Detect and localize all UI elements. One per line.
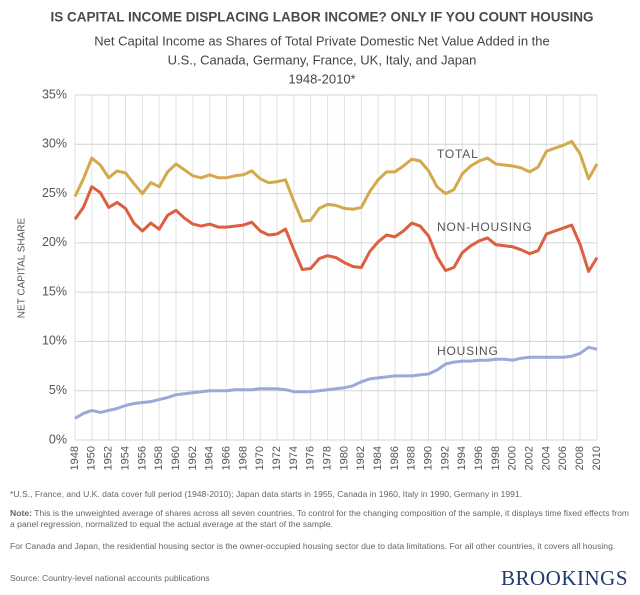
- x-tick-label: 1978: [321, 446, 333, 470]
- x-tick-label: 2002: [524, 446, 536, 470]
- x-tick-label: 1974: [288, 446, 300, 470]
- y-tick-label: 30%: [42, 137, 67, 151]
- x-tick-label: 1994: [456, 446, 468, 470]
- y-tick-label: 10%: [42, 334, 67, 348]
- x-tick-label: 1990: [423, 446, 435, 470]
- brand-logo: BROOKINGS: [500, 566, 628, 590]
- series-line: [73, 139, 599, 223]
- x-tick-label: 1952: [103, 446, 115, 470]
- series-label: TOTAL: [437, 147, 479, 161]
- series-line: [73, 185, 599, 273]
- y-tick-label: 15%: [42, 284, 67, 298]
- x-tick-label: 1960: [170, 446, 182, 470]
- chart: IS CAPITAL INCOME DISPLACING LABOR INCOM…: [17, 10, 603, 471]
- x-tick-label: 1948: [69, 446, 81, 470]
- x-tick-label: 1970: [254, 446, 266, 470]
- x-tick-label: 1998: [490, 446, 502, 470]
- subtitle: 1948-2010*: [288, 71, 355, 86]
- x-tick-label: 1972: [271, 446, 283, 470]
- y-tick-label: 35%: [42, 87, 67, 101]
- x-tick-label: 1980: [338, 446, 350, 470]
- series-label: NON-HOUSING: [437, 220, 532, 234]
- x-tick-label: 1996: [473, 446, 485, 470]
- footnote: *U.S., France, and U.K. data cover full …: [10, 489, 523, 499]
- x-tick-label: 1956: [136, 446, 148, 470]
- chart-title: IS CAPITAL INCOME DISPLACING LABOR INCOM…: [50, 10, 593, 25]
- x-tick-label: 2004: [540, 446, 552, 470]
- source: Source: Country-level national accounts …: [10, 573, 210, 583]
- x-tick-label: 1958: [153, 446, 165, 470]
- x-tick-label: 1986: [389, 446, 401, 470]
- x-tick-label: 1962: [187, 446, 199, 470]
- x-tick-label: 2010: [591, 446, 603, 470]
- x-tick-label: 2008: [574, 446, 586, 470]
- y-tick-label: 25%: [42, 186, 67, 200]
- note-label: Note:: [10, 508, 32, 518]
- x-tick-label: 2000: [507, 446, 519, 470]
- y-tick-label: 0%: [49, 432, 67, 446]
- x-tick-label: 1964: [204, 446, 216, 470]
- x-tick-label: 1992: [439, 446, 451, 470]
- x-tick-label: 1976: [305, 446, 317, 470]
- x-tick-label: 1954: [119, 446, 131, 470]
- x-tick-label: 1966: [220, 446, 232, 470]
- x-tick-label: 2006: [557, 446, 569, 470]
- subtitle: U.S., Canada, Germany, France, UK, Italy…: [168, 52, 477, 67]
- y-tick-label: 20%: [42, 235, 67, 249]
- x-tick-label: 1984: [372, 446, 384, 470]
- x-tick-label: 1988: [406, 446, 418, 470]
- x-tick-label: 1968: [237, 446, 249, 470]
- x-tick-label: 1950: [86, 446, 98, 470]
- series-label: HOUSING: [437, 344, 499, 358]
- x-tick-label: 1982: [355, 446, 367, 470]
- y-tick-label: 5%: [49, 383, 67, 397]
- series-line: [74, 345, 598, 420]
- y-axis-label: NET CAPITAL SHARE: [17, 217, 28, 318]
- note2: For Canada and Japan, the residential ho…: [10, 541, 616, 551]
- subtitle: Net Capital Income as Shares of Total Pr…: [94, 33, 549, 48]
- note: Note: This is the unweighted average of …: [10, 508, 630, 530]
- note-text: This is the unweighted average of shares…: [10, 508, 630, 529]
